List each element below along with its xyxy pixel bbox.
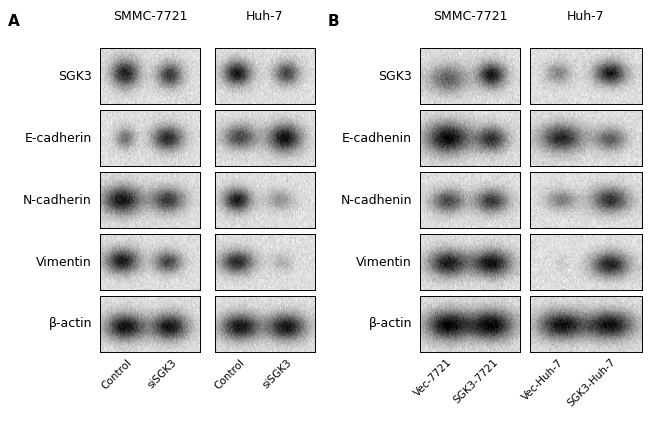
Text: SGK3: SGK3 <box>58 69 92 82</box>
Text: siSGK3: siSGK3 <box>146 357 179 390</box>
Text: β-actin: β-actin <box>49 318 92 331</box>
Text: SGK3: SGK3 <box>378 69 412 82</box>
Text: SGK3-Huh-7: SGK3-Huh-7 <box>566 357 618 409</box>
Text: A: A <box>8 14 20 29</box>
Text: Vimentin: Vimentin <box>356 256 412 269</box>
Text: Control: Control <box>213 357 247 391</box>
Text: Vimentin: Vimentin <box>36 256 92 269</box>
Text: SMMC-7721: SMMC-7721 <box>433 10 507 23</box>
Text: N-cadhenin: N-cadhenin <box>341 194 412 207</box>
Text: Vec-7721: Vec-7721 <box>413 357 454 398</box>
Text: N-cadherin: N-cadherin <box>23 194 92 207</box>
Text: β-actin: β-actin <box>369 318 412 331</box>
Text: B: B <box>328 14 339 29</box>
Text: Huh-7: Huh-7 <box>246 10 284 23</box>
Text: siSGK3: siSGK3 <box>261 357 294 390</box>
Text: E-cadherin: E-cadherin <box>25 132 92 145</box>
Text: E-cadhenin: E-cadhenin <box>342 132 412 145</box>
Text: SMMC-7721: SMMC-7721 <box>112 10 187 23</box>
Text: Control: Control <box>100 357 134 391</box>
Text: Vec-Huh-7: Vec-Huh-7 <box>520 357 565 402</box>
Text: Huh-7: Huh-7 <box>567 10 605 23</box>
Text: SGK3-7721: SGK3-7721 <box>452 357 500 405</box>
